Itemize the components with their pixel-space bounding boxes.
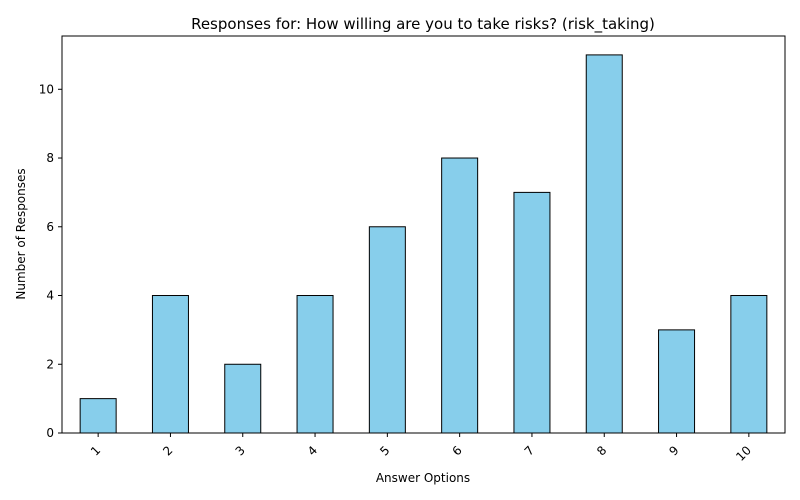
x-tick-label-10: 10 [733,443,754,464]
bars-group [79,54,768,434]
bar-7 [513,191,551,434]
x-tick-label-6: 6 [449,443,464,458]
bar-10 [730,295,768,434]
y-axis-ticks: 0 2 4 6 8 10 [39,82,62,440]
y-tick-label-4: 4 [46,289,54,303]
bar-5 [368,226,406,434]
y-tick-label-10: 10 [39,82,54,96]
bar-8 [585,54,623,434]
x-tick-label-4: 4 [305,443,320,458]
x-tick-label-8: 8 [594,443,609,458]
y-axis-label: Number of Responses [14,168,28,299]
x-tick-label-1: 1 [88,443,103,458]
x-tick-label-3: 3 [233,443,248,458]
bar-3 [224,363,262,434]
y-tick-label-6: 6 [46,220,54,234]
bar-9 [658,329,696,434]
y-tick-label-0: 0 [46,426,54,440]
bar-6 [441,157,479,434]
bar-2 [151,295,189,434]
chart-title: Responses for: How willing are you to ta… [191,15,655,34]
x-tick-label-5: 5 [377,443,392,458]
plot-frame [61,35,786,434]
x-tick-label-7: 7 [522,443,537,458]
x-axis-ticks: 1 2 3 4 5 6 7 8 9 10 [88,433,754,464]
bar-1 [79,398,117,434]
x-tick-label-9: 9 [666,443,681,458]
bar-4 [296,295,334,434]
y-tick-label-2: 2 [46,357,54,371]
y-tick-label-8: 8 [46,151,54,165]
x-tick-label-2: 2 [160,443,175,458]
x-axis-label: Answer Options [376,471,470,485]
